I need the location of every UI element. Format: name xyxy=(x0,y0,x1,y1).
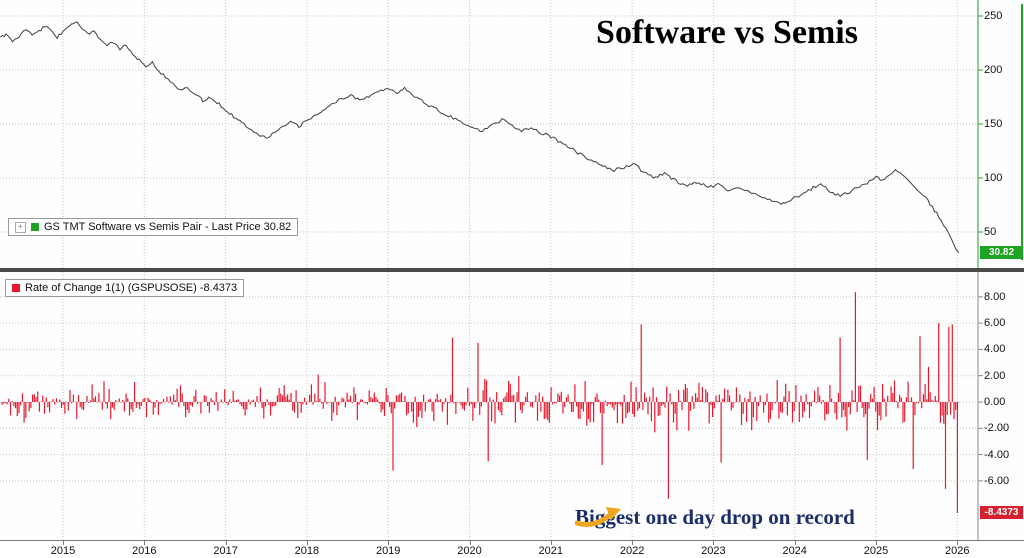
x-tick-label: 2026 xyxy=(945,545,970,557)
y-tick-label: 8.00 xyxy=(984,290,1006,303)
x-tick-label: 2024 xyxy=(782,545,807,557)
y-tick-label: -6.00 xyxy=(984,474,1010,487)
x-axis-tick xyxy=(225,541,227,545)
y-tick-label: 200 xyxy=(984,64,1003,76)
x-axis-tick xyxy=(550,541,552,545)
x-tick-label: 2018 xyxy=(294,545,320,557)
x-tick-label: 2023 xyxy=(701,545,726,557)
y-tick-label: 0.00 xyxy=(984,396,1006,408)
roc-last-value-badge: -8.4373 xyxy=(980,506,1023,519)
x-tick-label: 2020 xyxy=(457,545,482,557)
y-tick-label: 250 xyxy=(984,10,1003,22)
x-axis-tick xyxy=(469,541,471,545)
roc-series-legend[interactable]: Rate of Change 1(1) (GSPUSOSE) -8.4373 xyxy=(5,279,245,297)
x-axis-tick xyxy=(63,541,64,545)
y-tick-label: -2.00 xyxy=(984,422,1010,435)
y-tick-label: 100 xyxy=(984,172,1003,184)
roc-series-swatch-icon xyxy=(12,284,20,292)
x-tick-label: 2019 xyxy=(375,545,401,557)
x-axis-tick xyxy=(713,541,715,545)
y-tick-label: 4.00 xyxy=(984,343,1006,356)
panel-divider xyxy=(0,268,1024,272)
x-tick-label: 2022 xyxy=(619,545,645,557)
x-tick-label: 2016 xyxy=(132,545,157,557)
annotation-text: Biggest one day drop on record xyxy=(575,505,855,529)
x-axis-tick xyxy=(876,541,877,545)
price-series-swatch-icon xyxy=(31,223,39,231)
last-price-badge: 30.82 xyxy=(980,246,1023,259)
roc-panel-canvas xyxy=(0,272,983,540)
x-axis: 2015 2016 2017 2018 2019 2020 2021 2022 2023 2024… xyxy=(0,540,1024,558)
y-tick-label: 2.00 xyxy=(984,369,1006,382)
y-tick-label: -4.00 xyxy=(984,448,1010,461)
x-axis-tick xyxy=(144,541,146,545)
price-series-legend[interactable]: + GS TMT Software vs Semis Pair - Last P… xyxy=(8,218,299,236)
roc-legend-label: Rate of Change 1(1) (GSPUSOSE) -8.4373 xyxy=(25,282,238,294)
x-axis-tick xyxy=(957,541,959,545)
arrow-right-up-icon xyxy=(575,506,621,527)
y-tick-label: 50 xyxy=(984,226,997,238)
y-tick-label: 6.00 xyxy=(984,317,1006,330)
price-legend-label: GS TMT Software vs Semis Pair - Last Pri… xyxy=(44,221,292,233)
x-axis-tick xyxy=(632,541,634,545)
x-axis-tick xyxy=(794,541,796,545)
annotation: Biggest one day drop on record xyxy=(575,505,855,530)
x-tick-label: 2015 xyxy=(50,545,76,557)
y-tick-label: 150 xyxy=(984,118,1003,130)
chart-title: Software vs Semis xyxy=(596,14,858,51)
x-axis-tick xyxy=(306,541,308,545)
x-axis-tick xyxy=(388,541,390,545)
price-panel-canvas xyxy=(0,0,1023,268)
x-tick-label: 2021 xyxy=(538,545,564,557)
x-tick-label: 2025 xyxy=(863,545,889,557)
expand-icon: + xyxy=(15,221,26,233)
x-tick-label: 2017 xyxy=(213,545,238,557)
